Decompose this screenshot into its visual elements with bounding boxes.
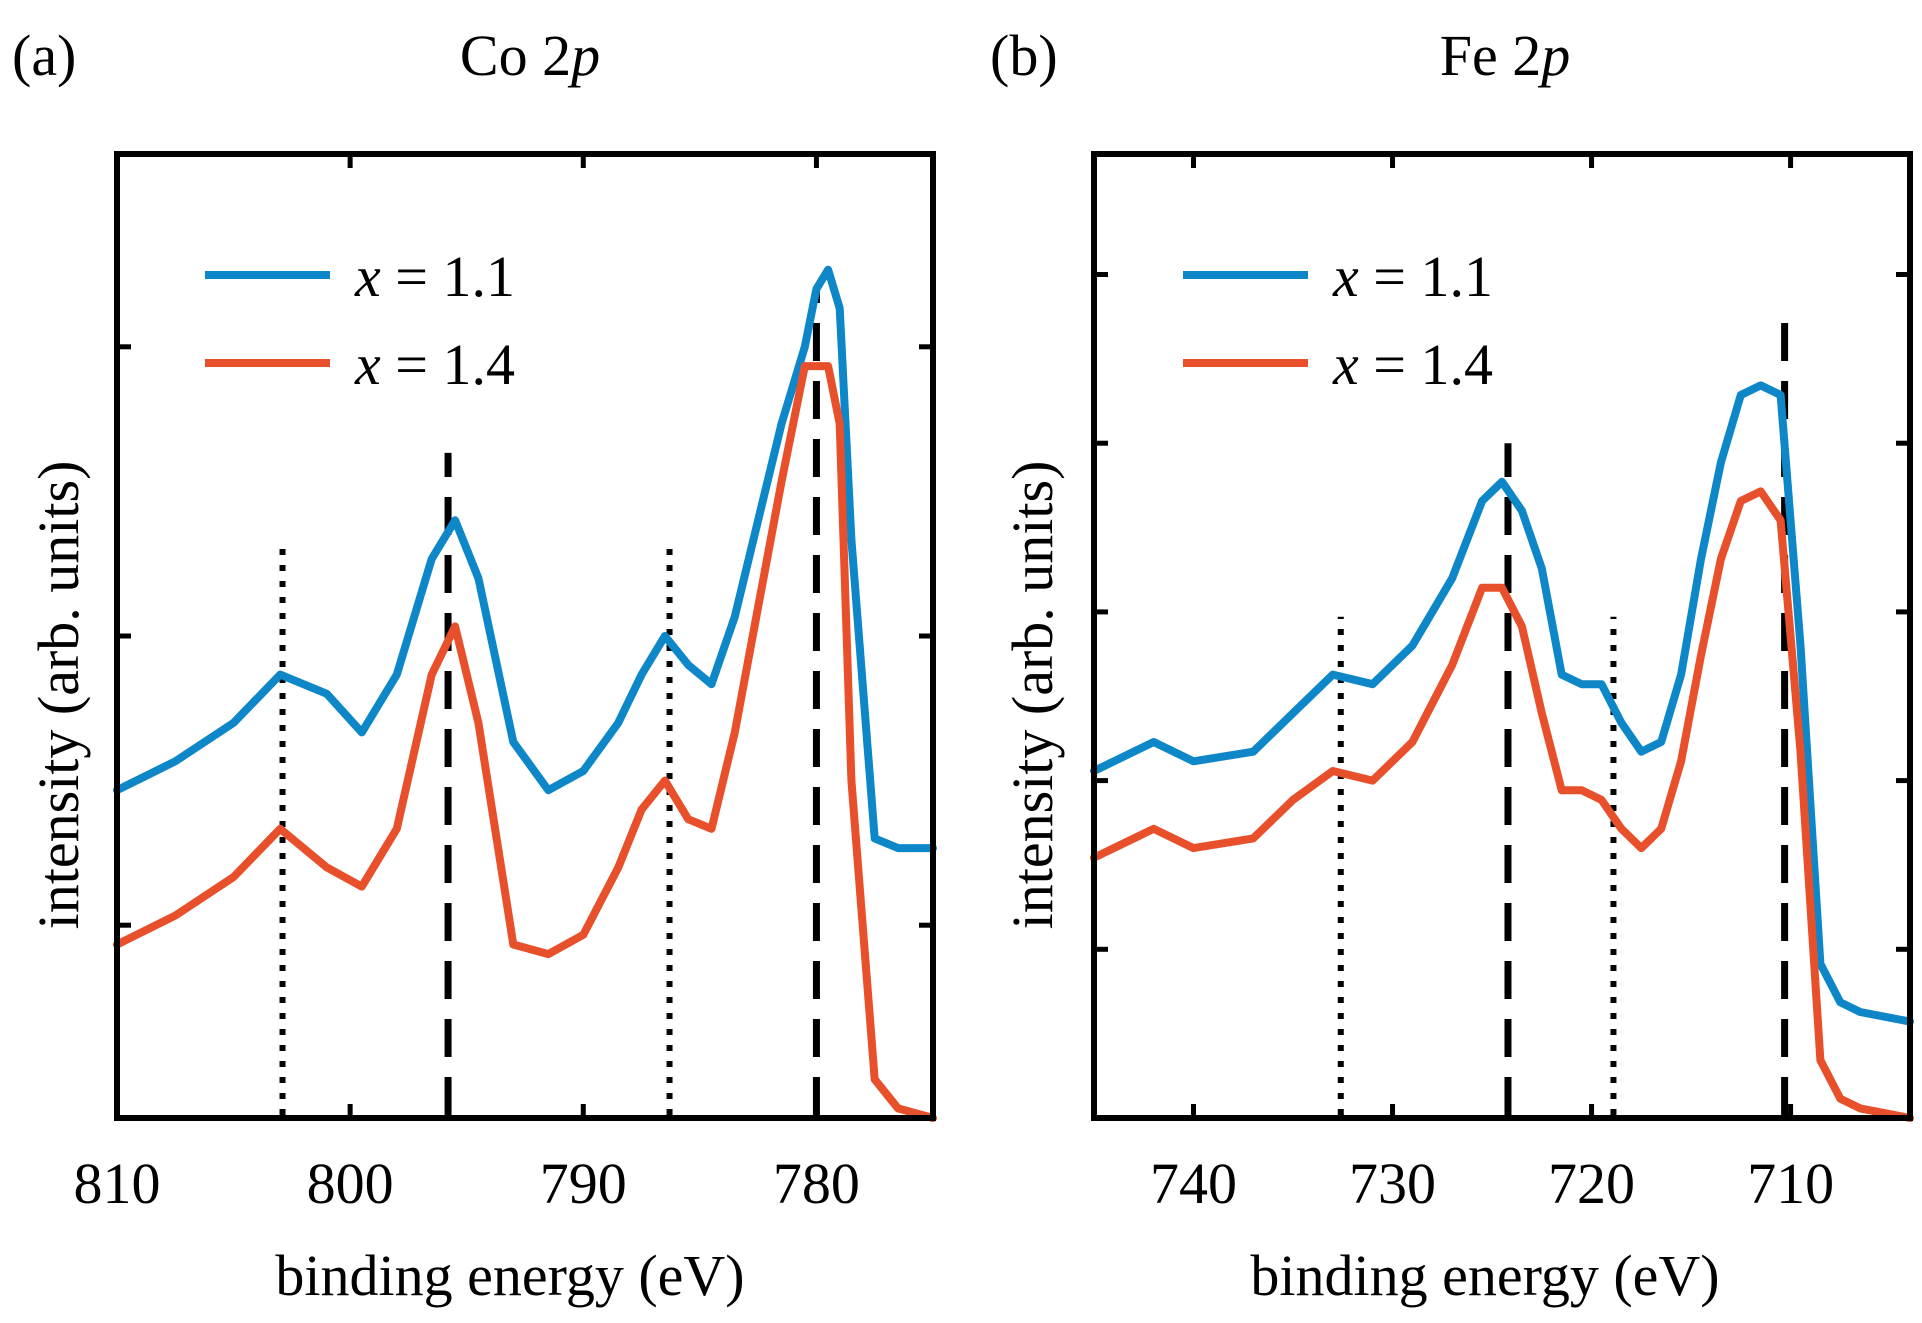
panel-b-xlabel: binding energy (eV) (1250, 1243, 1719, 1308)
panel-a-tag: (a) (12, 23, 76, 88)
legend-label-a-1: x = 1.4 (354, 332, 515, 397)
panel-a-legend: x = 1.1 x = 1.4 (205, 244, 515, 397)
series-line-b-1 (1090, 487, 1914, 1122)
x-tick-label-b-3: 710 (1747, 1151, 1834, 1216)
panel-b-series-lines (1090, 381, 1914, 1122)
panel-a-frame (114, 151, 936, 1121)
series-line-a-1 (113, 362, 937, 1122)
x-tick-label-a-2: 790 (540, 1151, 627, 1216)
panel-a-title: Co 2p (460, 23, 600, 88)
panel-b-ylabel: intensity (arb. units) (1000, 461, 1065, 930)
panel-b: (b) Fe 2p intensity (arb. units) binding… (990, 23, 1914, 1308)
legend-label-b-1: x = 1.4 (1332, 332, 1493, 397)
panel-a: (a) Co 2p intensity (arb. units) binding… (12, 23, 937, 1308)
series-line-a-0 (113, 265, 937, 853)
x-tick-label-a-0: 810 (74, 1151, 161, 1216)
series-line-b-0 (1090, 381, 1914, 1026)
panel-a-ticks: 810 800 790 780 (74, 154, 933, 1216)
x-tick-label-b-1: 730 (1349, 1151, 1436, 1216)
panel-b-tag: (b) (990, 23, 1058, 88)
x-tick-label-b-0: 740 (1150, 1151, 1237, 1216)
x-tick-label-b-2: 720 (1548, 1151, 1635, 1216)
panel-a-ylabel: intensity (arb. units) (26, 461, 91, 930)
panel-a-reference-lines (279, 288, 820, 1115)
panel-a-series-lines (113, 265, 937, 1122)
panel-b-reference-lines (1337, 308, 1789, 1115)
legend-label-a-0: x = 1.1 (354, 244, 515, 309)
panel-b-legend: x = 1.1 x = 1.4 (1183, 244, 1493, 397)
x-tick-label-a-3: 780 (773, 1151, 860, 1216)
x-tick-label-a-1: 800 (307, 1151, 394, 1216)
panel-b-frame (1091, 151, 1913, 1121)
panel-a-xlabel: binding energy (eV) (275, 1243, 744, 1308)
panel-b-title: Fe 2p (1440, 23, 1571, 88)
legend-label-b-0: x = 1.1 (1332, 244, 1493, 309)
